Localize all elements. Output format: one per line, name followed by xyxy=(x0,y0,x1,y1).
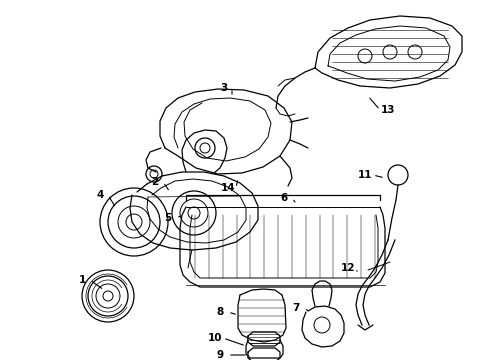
Text: 12: 12 xyxy=(341,263,355,273)
Text: 1: 1 xyxy=(78,275,86,285)
Text: 11: 11 xyxy=(358,170,372,180)
Text: 6: 6 xyxy=(280,193,288,203)
Text: 2: 2 xyxy=(151,177,159,187)
Text: 7: 7 xyxy=(293,303,300,313)
Text: 5: 5 xyxy=(164,213,171,223)
Text: 3: 3 xyxy=(220,83,228,93)
Text: 8: 8 xyxy=(217,307,223,317)
Text: 14: 14 xyxy=(220,183,235,193)
Text: 4: 4 xyxy=(97,190,104,200)
Text: 9: 9 xyxy=(217,350,223,360)
Text: 13: 13 xyxy=(381,105,395,115)
Text: 10: 10 xyxy=(208,333,222,343)
